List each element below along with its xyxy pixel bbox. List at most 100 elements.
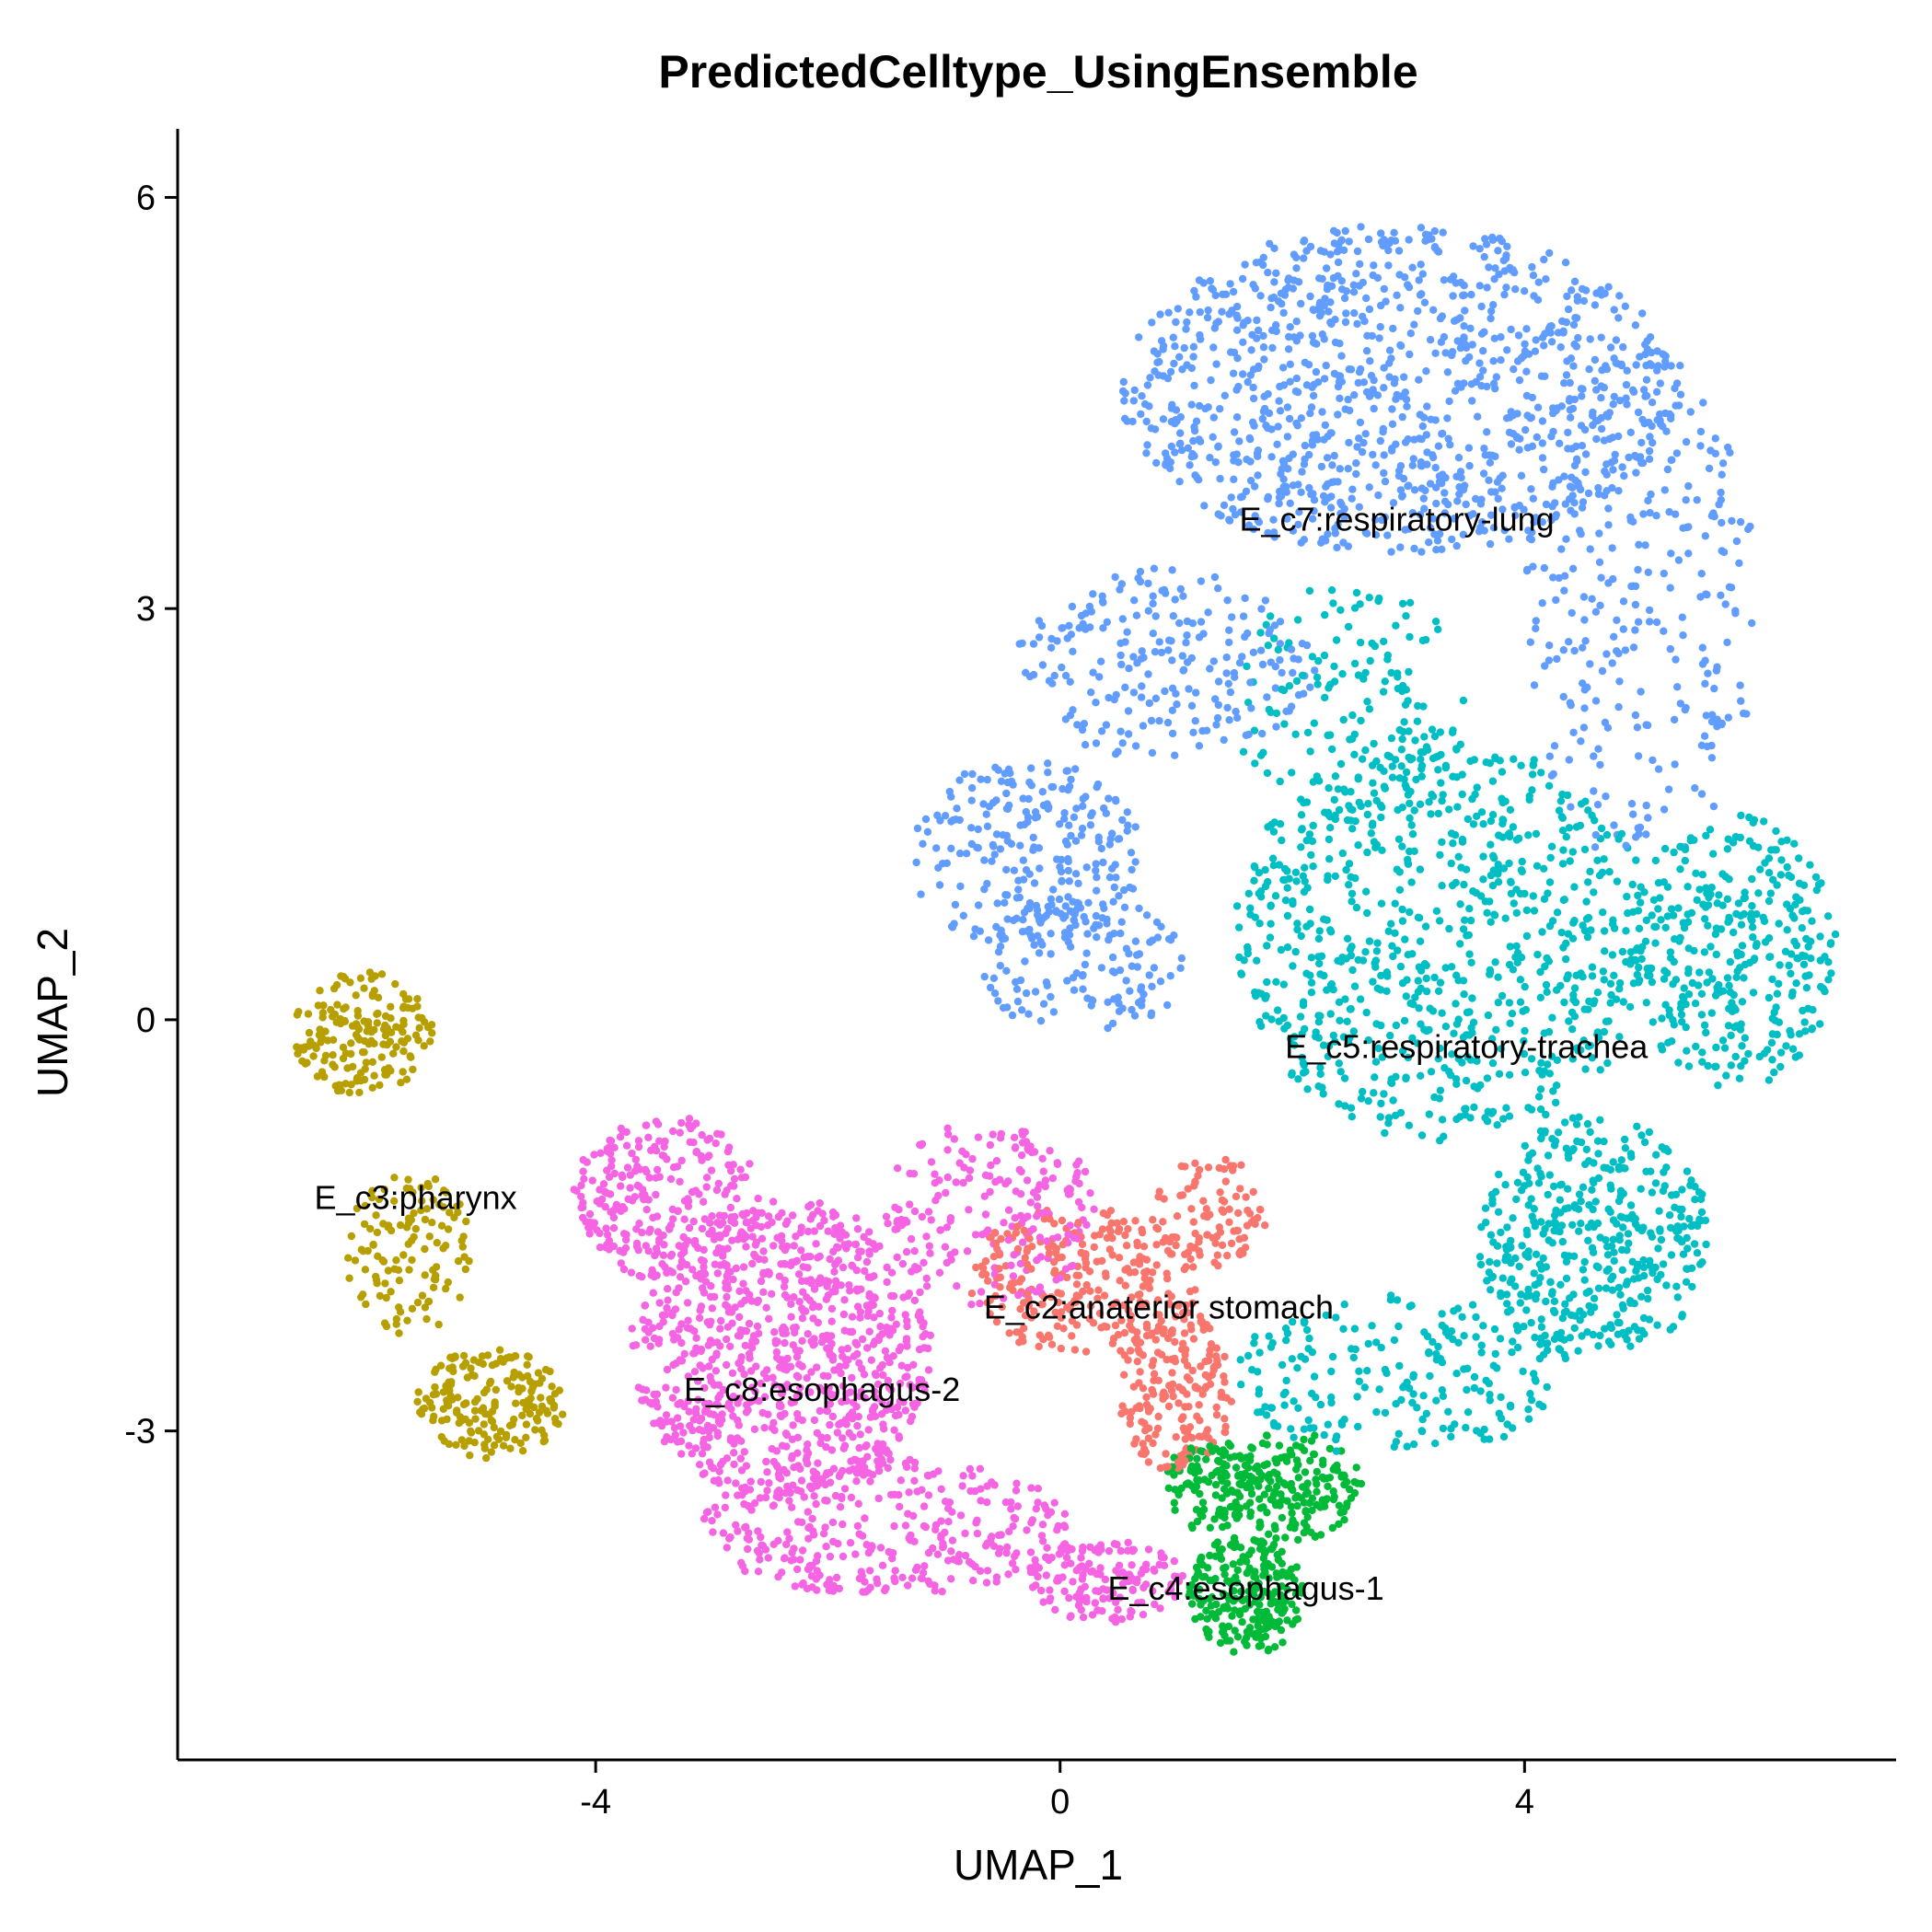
scatter-point: [1078, 824, 1087, 833]
scatter-point: [597, 1195, 607, 1204]
scatter-point: [882, 1406, 891, 1415]
scatter-point: [1208, 1371, 1217, 1380]
scatter-point: [1291, 1441, 1301, 1450]
scatter-point: [1275, 397, 1283, 405]
scatter-point: [1324, 731, 1332, 740]
scatter-point: [1463, 815, 1473, 824]
scatter-point: [1132, 1578, 1141, 1587]
scatter-point: [1080, 912, 1088, 921]
scatter-point: [1072, 804, 1081, 813]
scatter-point: [1524, 1406, 1533, 1414]
scatter-point: [396, 1308, 405, 1316]
scatter-point: [1352, 270, 1360, 278]
scatter-point: [1292, 264, 1301, 272]
scatter-point: [1633, 723, 1642, 732]
scatter-point: [1465, 1008, 1474, 1016]
scatter-point: [738, 1484, 746, 1493]
scatter-point: [1503, 1223, 1511, 1232]
scatter-point: [1034, 1498, 1042, 1507]
scatter-point: [1352, 903, 1361, 912]
scatter-point: [934, 1191, 943, 1200]
scatter-point: [1262, 422, 1270, 430]
scatter-point: [1518, 857, 1526, 866]
scatter-point: [1342, 865, 1350, 874]
scatter-point: [1651, 856, 1660, 865]
scatter-point: [960, 1163, 968, 1172]
scatter-point: [1263, 769, 1272, 778]
scatter-point: [826, 1420, 834, 1429]
scatter-point: [723, 1292, 731, 1301]
scatter-point: [1550, 1218, 1559, 1227]
scatter-point: [1418, 422, 1428, 431]
scatter-point: [1461, 307, 1469, 315]
scatter-point: [1314, 1012, 1323, 1020]
scatter-point: [1372, 1407, 1381, 1417]
scatter-point: [1206, 1380, 1215, 1389]
scatter-point: [1480, 1435, 1488, 1443]
scatter-point: [1475, 245, 1484, 253]
scatter-point: [1128, 962, 1137, 970]
scatter-point: [1648, 399, 1657, 407]
scatter-point: [1672, 1190, 1681, 1199]
scatter-point: [396, 1221, 405, 1230]
scatter-point: [1590, 1222, 1598, 1232]
scatter-point: [1230, 668, 1239, 677]
scatter-point: [417, 1184, 425, 1192]
scatter-point: [1216, 405, 1224, 413]
scatter-point: [1459, 530, 1468, 538]
scatter-point: [1666, 1223, 1675, 1232]
scatter-point: [1507, 1236, 1515, 1245]
scatter-point: [1597, 573, 1605, 582]
scatter-point: [1387, 548, 1395, 556]
scatter-point: [1308, 837, 1317, 846]
scatter-point: [1660, 844, 1670, 853]
scatter-point: [1347, 1345, 1356, 1353]
scatter-point: [1242, 1634, 1251, 1642]
scatter-point: [1707, 1009, 1717, 1017]
scatter-point: [1150, 1566, 1158, 1574]
scatter-point: [487, 1448, 495, 1456]
scatter-point: [404, 995, 413, 1003]
scatter-point: [1133, 1358, 1142, 1366]
scatter-point: [1488, 1272, 1498, 1281]
scatter-point: [992, 1573, 1001, 1581]
scatter-point: [1544, 781, 1554, 790]
scatter-point: [1341, 318, 1350, 327]
scatter-point: [1078, 1240, 1087, 1249]
scatter-point: [1588, 972, 1597, 980]
scatter-point: [959, 911, 968, 920]
scatter-point: [1346, 406, 1354, 415]
scatter-point: [433, 1239, 441, 1247]
scatter-point: [1140, 399, 1150, 409]
scatter-point: [1602, 650, 1611, 658]
scatter-point: [1439, 791, 1447, 799]
scatter-point: [1577, 1220, 1585, 1228]
scatter-point: [1790, 839, 1799, 848]
scatter-point: [832, 1573, 841, 1582]
scatter-point: [1490, 334, 1499, 342]
scatter-point: [1764, 993, 1774, 1002]
scatter-point: [1189, 1335, 1198, 1343]
scatter-point: [1746, 522, 1754, 531]
scatter-point: [1375, 334, 1383, 342]
scatter-point: [1005, 1527, 1013, 1536]
scatter-point: [1642, 830, 1650, 839]
scatter-point: [1507, 889, 1516, 898]
scatter-point: [655, 1137, 664, 1145]
scatter-point: [1322, 1311, 1331, 1320]
scatter-point: [1432, 1349, 1440, 1359]
scatter-point: [1505, 1070, 1514, 1080]
scatter-point: [1314, 1018, 1324, 1026]
scatter-point: [775, 1400, 784, 1408]
scatter-point: [1350, 659, 1359, 668]
scatter-point: [1161, 687, 1169, 696]
scatter-point: [1289, 668, 1297, 677]
scatter-point: [654, 1165, 662, 1174]
scatter-point: [459, 1351, 469, 1360]
scatter-point: [966, 1487, 975, 1496]
scatter-point: [1298, 468, 1306, 476]
scatter-point: [931, 1587, 939, 1595]
scatter-point: [1206, 665, 1214, 673]
scatter-point: [1238, 653, 1246, 661]
scatter-point: [1590, 1294, 1599, 1302]
